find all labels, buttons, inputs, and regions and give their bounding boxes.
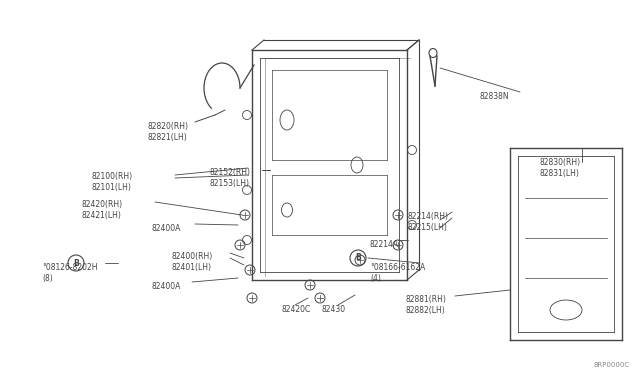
Ellipse shape: [410, 223, 414, 227]
Text: °08126-8202H
(8): °08126-8202H (8): [42, 263, 97, 283]
Text: 82430: 82430: [322, 305, 346, 314]
Text: 82830(RH)
82831(LH): 82830(RH) 82831(LH): [540, 158, 581, 178]
Text: 82420C: 82420C: [282, 305, 311, 314]
Ellipse shape: [410, 148, 414, 152]
Text: 8RP0000C: 8RP0000C: [594, 362, 630, 368]
Text: 82400A: 82400A: [152, 224, 181, 233]
Text: 82214A: 82214A: [370, 240, 399, 249]
Text: 82838N: 82838N: [480, 92, 509, 101]
Text: 82100(RH)
82101(LH): 82100(RH) 82101(LH): [92, 172, 133, 192]
Text: 82152(RH)
82153(LH): 82152(RH) 82153(LH): [210, 168, 251, 188]
Text: B: B: [73, 259, 79, 267]
Ellipse shape: [245, 113, 249, 117]
Text: 82820(RH)
82821(LH): 82820(RH) 82821(LH): [148, 122, 189, 142]
Ellipse shape: [245, 188, 249, 192]
Text: 82881(RH)
82882(LH): 82881(RH) 82882(LH): [406, 295, 447, 315]
Text: 82420(RH)
82421(LH): 82420(RH) 82421(LH): [82, 200, 123, 220]
Text: 82214(RH)
82215(LH): 82214(RH) 82215(LH): [408, 212, 449, 232]
Text: 82400(RH)
82401(LH): 82400(RH) 82401(LH): [172, 252, 213, 272]
Text: B: B: [355, 253, 361, 263]
Text: 82400A: 82400A: [152, 282, 181, 291]
Text: °08166-6162A
(4): °08166-6162A (4): [370, 263, 425, 283]
Ellipse shape: [245, 238, 249, 242]
